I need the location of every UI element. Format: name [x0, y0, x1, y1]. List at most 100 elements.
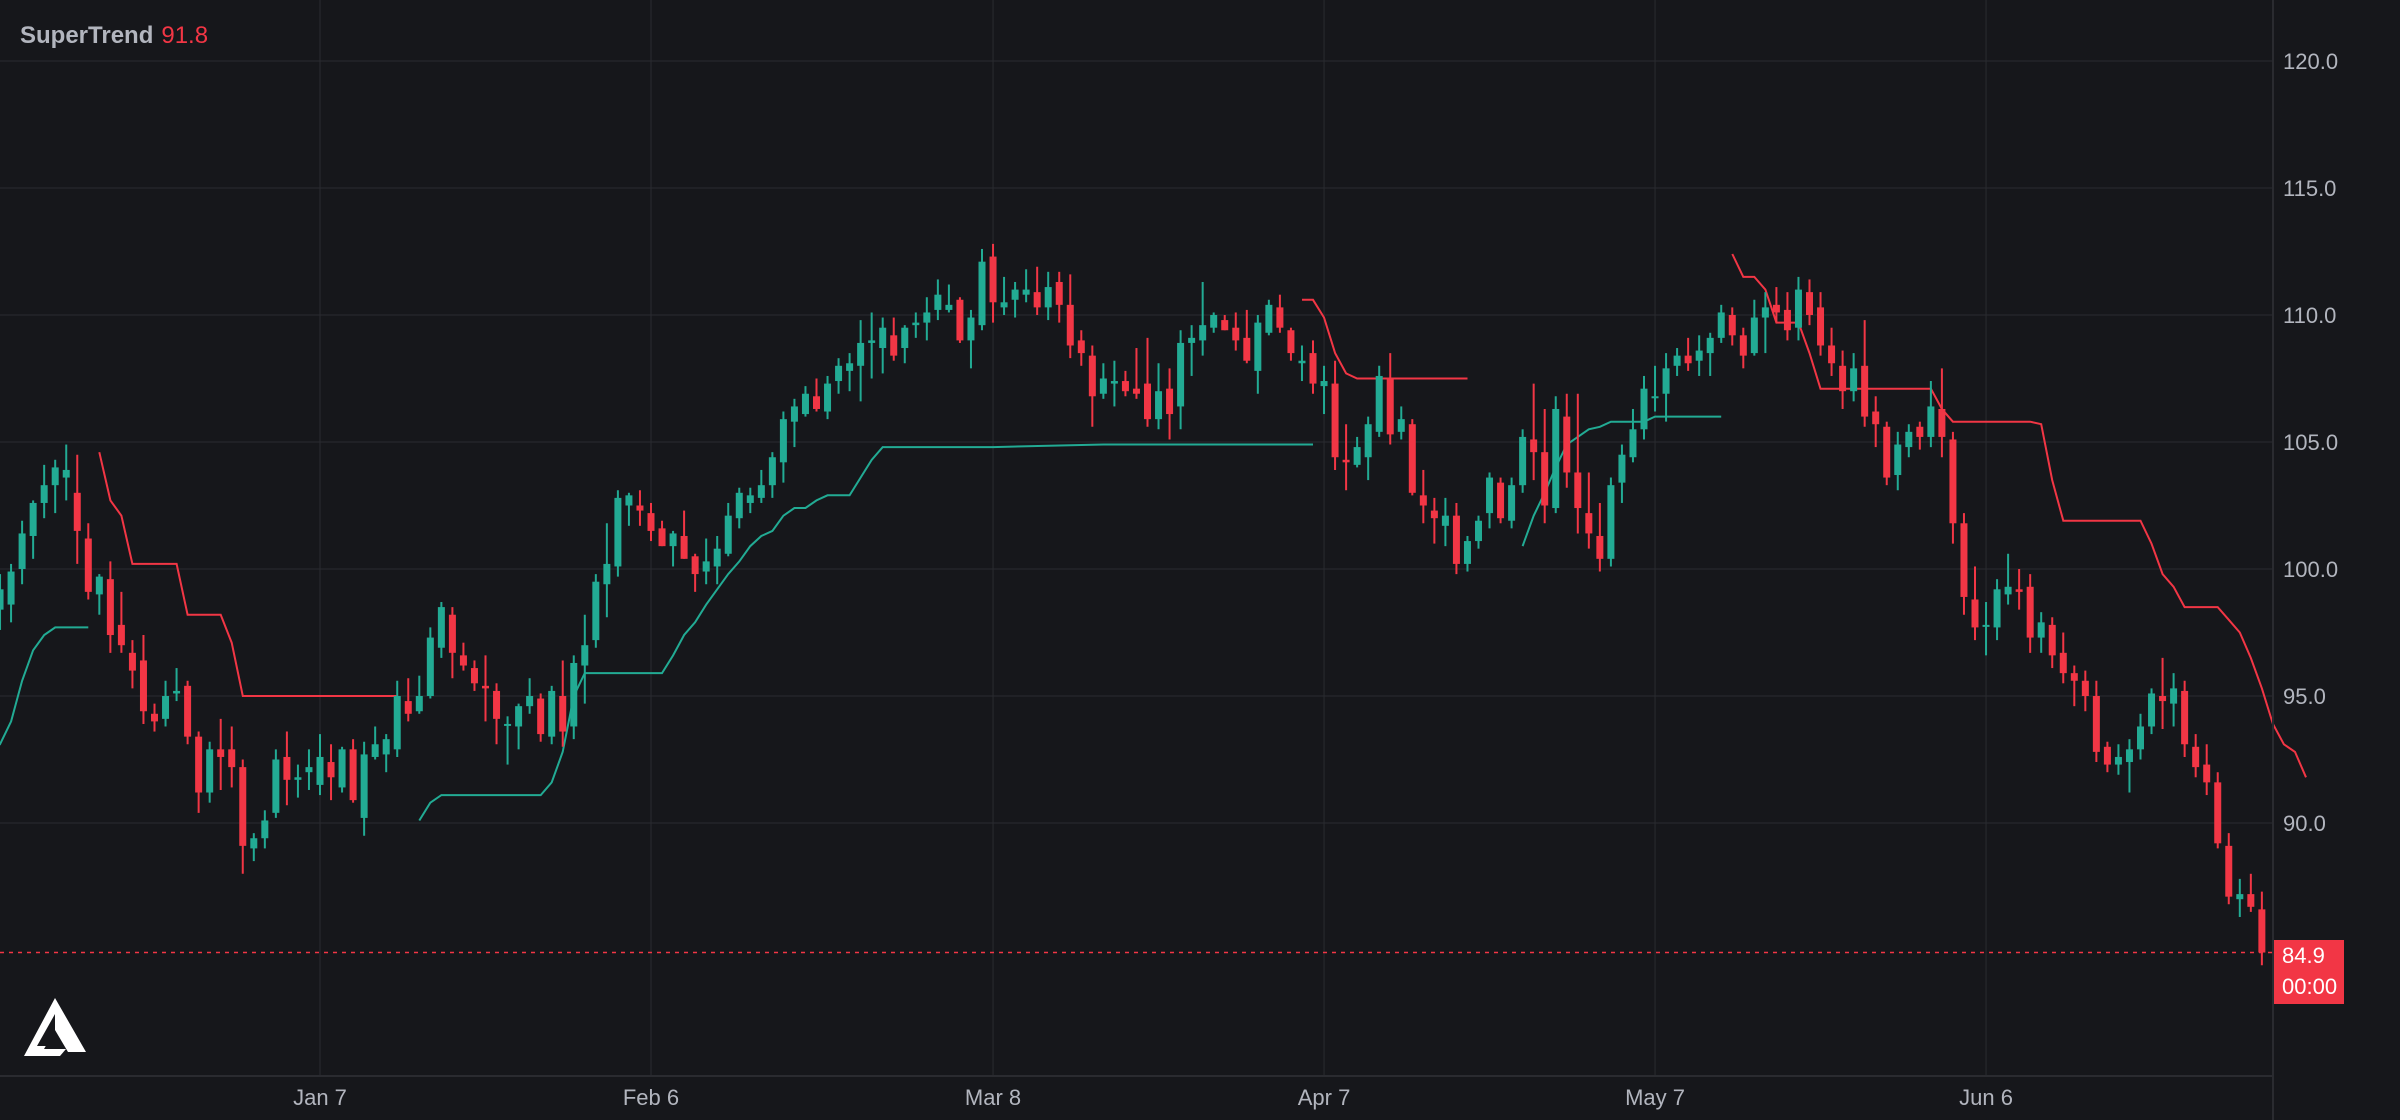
candle [1320, 365, 1328, 415]
candle-body [2214, 782, 2222, 844]
candle-body [1155, 391, 1163, 420]
candle [1750, 299, 1758, 356]
candle [1938, 368, 1946, 458]
candle [647, 502, 655, 542]
candle [2247, 873, 2255, 912]
candle [139, 635, 147, 724]
candle-body [647, 513, 655, 531]
indicator-legend[interactable]: SuperTrend 91.8 [20, 22, 208, 50]
candle-body [691, 556, 699, 575]
candle [537, 693, 545, 742]
candle-body [316, 756, 324, 785]
candle [570, 655, 578, 740]
candle-body [1640, 388, 1648, 430]
last-price-value: 84.9 [2282, 943, 2325, 968]
candle-body [206, 749, 214, 793]
candle-body [890, 335, 898, 356]
candle-body [1121, 381, 1129, 392]
candle [459, 642, 467, 671]
candle-body [779, 419, 787, 463]
candle [1618, 444, 1626, 503]
candle [713, 535, 721, 585]
candle-body [1077, 340, 1085, 354]
candle-body [1044, 287, 1052, 308]
y-tick-label: 95.0 [2283, 684, 2326, 709]
candle [1121, 370, 1129, 397]
bar-countdown: 00:00 [2282, 974, 2338, 999]
candle-body [735, 492, 743, 519]
brand-logo-icon[interactable] [22, 996, 88, 1058]
candle [1155, 363, 1163, 430]
candle [1033, 266, 1041, 315]
candle-body [371, 744, 379, 757]
candle [1916, 421, 1924, 450]
candle-body [228, 749, 236, 768]
y-tick-label: 120.0 [2283, 49, 2338, 74]
candle-body [1927, 406, 1935, 437]
candle [1541, 408, 1549, 524]
candle-body [151, 713, 158, 722]
candle [923, 297, 931, 341]
candle [470, 660, 478, 691]
candle-body [1320, 381, 1328, 387]
x-tick-label: Feb 6 [623, 1085, 679, 1110]
candle [1221, 315, 1229, 331]
candle [1629, 408, 1637, 463]
candle-body [2225, 845, 2233, 897]
candle [73, 454, 81, 564]
x-tick-label: May 7 [1625, 1085, 1685, 1110]
candle [1585, 472, 1593, 549]
candle-body [1519, 436, 1527, 486]
candle [658, 520, 666, 547]
candle-body [1662, 368, 1670, 394]
candle [1596, 502, 1604, 572]
candle-body [658, 528, 666, 547]
candle [868, 312, 876, 379]
candle [515, 703, 523, 750]
candle-body [1033, 292, 1041, 308]
candle-body [614, 497, 622, 567]
candle [1772, 287, 1780, 323]
candle [2070, 665, 2078, 707]
candle-body [2026, 586, 2034, 638]
candle-body [0, 589, 4, 610]
candle [1872, 396, 1880, 448]
candle [669, 530, 677, 567]
candle-body [1717, 312, 1725, 338]
candle [1011, 281, 1019, 318]
candle [206, 741, 214, 803]
candle [1430, 497, 1438, 544]
y-tick-label: 105.0 [2283, 430, 2338, 455]
candle [338, 746, 346, 793]
candle [1144, 337, 1151, 427]
candle-body [835, 365, 843, 382]
candle-body [1706, 337, 1714, 354]
candle-body [349, 749, 357, 801]
candle-body [548, 690, 556, 737]
candle-body [2192, 746, 2200, 768]
candle-body [1684, 355, 1692, 364]
candle [1894, 431, 1902, 491]
candle [1574, 393, 1582, 534]
candle-body [283, 756, 291, 780]
candle [1375, 365, 1383, 437]
candle [415, 675, 423, 714]
candle-body [1022, 289, 1030, 295]
candle-body [2015, 589, 2023, 592]
supertrend-up-segment [418, 443, 1313, 822]
candle-body [1949, 439, 1957, 524]
candle-body [18, 533, 26, 569]
candle-body [1210, 315, 1218, 328]
candle [1463, 535, 1471, 572]
candle [559, 660, 567, 747]
candle-body [1166, 388, 1174, 415]
candle-body [945, 304, 953, 310]
axes: 90.0 95.0 100.0 105.0 110.0 115.0 120.0 Jan 7 Fe… [0, 0, 2338, 1120]
candle [18, 520, 26, 585]
candle-body [2148, 693, 2156, 727]
candle [426, 627, 434, 699]
candle [890, 317, 898, 361]
candle [1353, 436, 1361, 468]
candle-body [184, 685, 192, 737]
